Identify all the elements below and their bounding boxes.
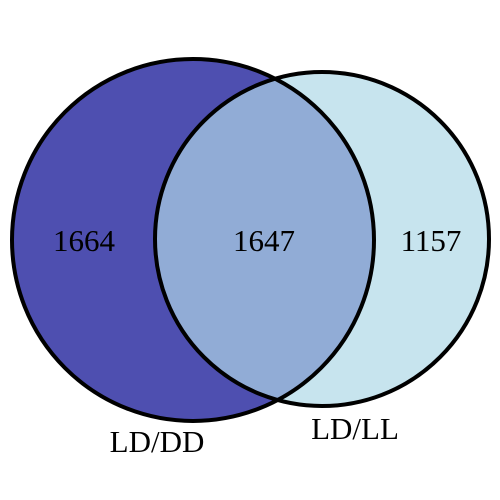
set-label-ld-ll: LD/LL <box>311 411 399 446</box>
count-intersection: 1647 <box>233 223 295 258</box>
set-label-ld-dd: LD/DD <box>110 424 205 459</box>
set-ld-ll-outline <box>153 70 491 408</box>
count-ld-ll-only: 1157 <box>401 223 462 258</box>
intersection-region <box>155 72 374 406</box>
set-ld-dd-outline <box>10 57 376 423</box>
count-ld-dd-only: 1664 <box>53 223 116 258</box>
